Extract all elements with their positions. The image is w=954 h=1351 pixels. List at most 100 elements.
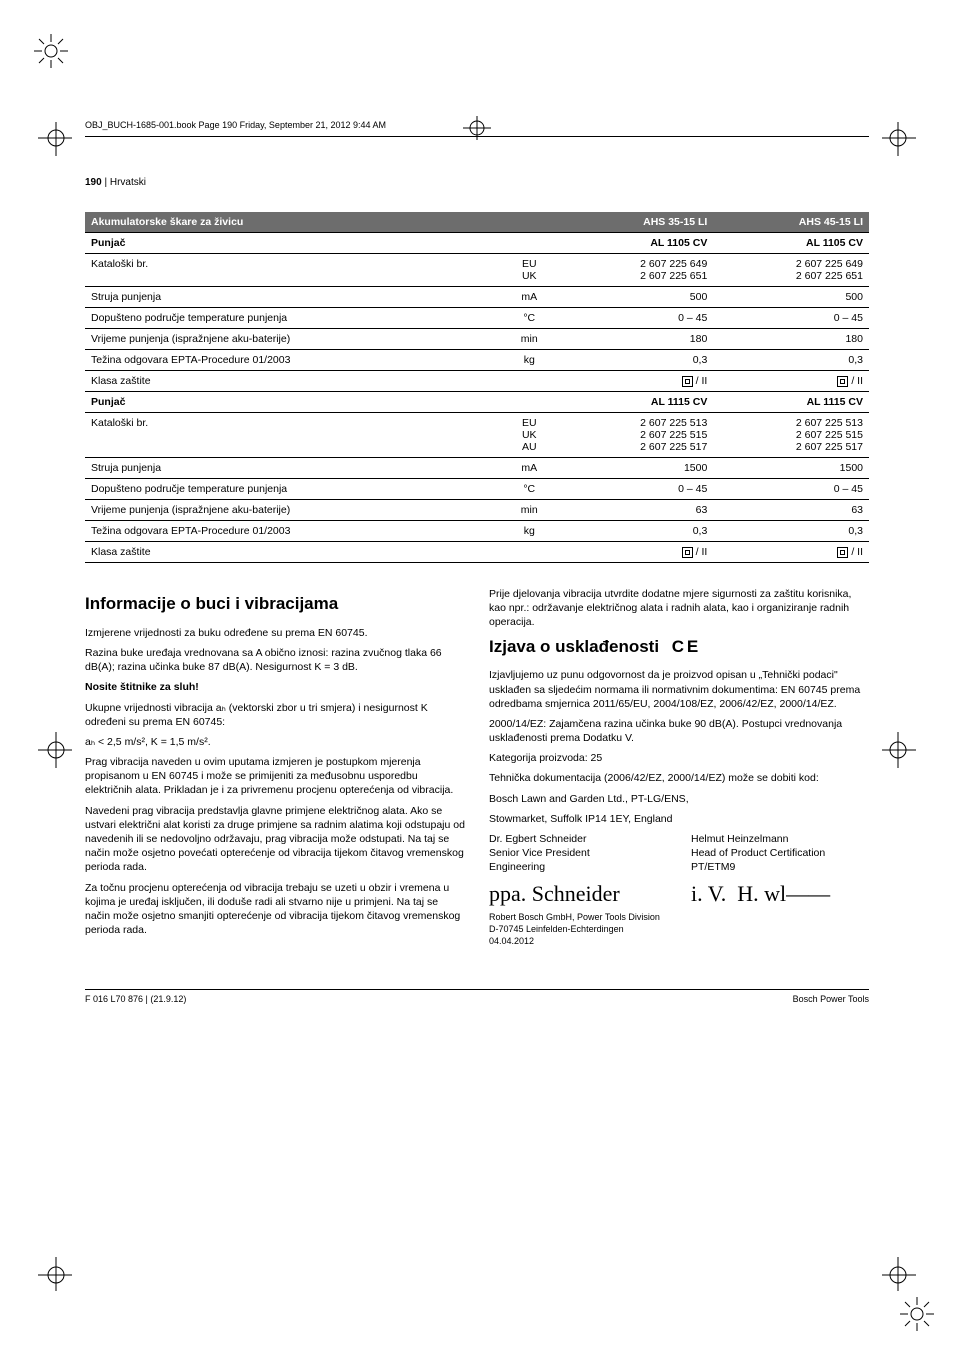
body-text: Navedeni prag vibracija predstavlja glav…	[85, 804, 465, 875]
spec-value-a: 2 607 225 6492 607 225 651	[558, 254, 714, 287]
spec-value-a: 180	[558, 329, 714, 350]
spec-value-b: 500	[713, 287, 869, 308]
body-text: Za točnu procjenu opterećenja od vibraci…	[85, 881, 465, 938]
spec-value-b: 1500	[713, 458, 869, 479]
noise-heading: Informacije o buci i vibracijama	[85, 593, 465, 616]
spec-unit: EUUK	[501, 254, 558, 287]
spec-value-a: 1500	[558, 458, 714, 479]
body-text: Kategorija proizvoda: 25	[489, 751, 869, 765]
crop-mark-icon	[882, 720, 942, 780]
spec-unit: °C	[501, 308, 558, 329]
signature-block: Helmut Heinzelmann Head of Product Certi…	[691, 832, 869, 905]
body-text: Nosite štitnike za sluh!	[85, 680, 465, 694]
spec-value-b: 2 607 225 6492 607 225 651	[713, 254, 869, 287]
spec-unit: °C	[501, 479, 558, 500]
spec-value-b: AL 1115 CV	[713, 392, 869, 413]
footer-right: Bosch Power Tools	[793, 994, 869, 1004]
spec-unit: mA	[501, 287, 558, 308]
body-text: Prije djelovanja vibracija utvrdite doda…	[489, 587, 869, 630]
table-title: Akumulatorske škare za živicu	[85, 212, 501, 233]
spec-unit: kg	[501, 521, 558, 542]
spec-value-b: 63	[713, 500, 869, 521]
conformity-heading: Izjava o usklađenosti C E	[489, 636, 869, 659]
spec-unit: mA	[501, 458, 558, 479]
footer-left: F 016 L70 876 | (21.9.12)	[85, 994, 186, 1004]
ce-mark-icon: C E	[672, 637, 697, 656]
address-text: Robert Bosch GmbH, Power Tools Division …	[489, 911, 869, 947]
crop-mark-icon	[12, 122, 72, 182]
spec-label: Klasa zaštite	[85, 542, 501, 563]
model-b: AHS 45-15 LI	[713, 212, 869, 233]
crop-mark-icon	[882, 122, 942, 182]
body-text: Ukupne vrijednosti vibracija aₕ (vektors…	[85, 701, 465, 729]
page-label: 190 | Hrvatski	[85, 177, 869, 188]
spec-unit: min	[501, 329, 558, 350]
spec-label: Dopušteno područje temperature punjenja	[85, 479, 501, 500]
spec-unit: min	[501, 500, 558, 521]
spec-label: Dopušteno područje temperature punjenja	[85, 308, 501, 329]
spec-unit	[501, 233, 558, 254]
body-text: Bosch Lawn and Garden Ltd., PT-LG/ENS,	[489, 792, 869, 806]
spec-value-b: AL 1105 CV	[713, 233, 869, 254]
spec-value-a: 0,3	[558, 350, 714, 371]
spec-unit	[501, 371, 558, 392]
spec-unit: EUUKAU	[501, 413, 558, 458]
model-a: AHS 35-15 LI	[558, 212, 714, 233]
spec-value-b: 0 – 45	[713, 308, 869, 329]
spec-unit	[501, 392, 558, 413]
body-text: Izjavljujemo uz punu odgovornost da je p…	[489, 668, 869, 711]
spec-table: Akumulatorske škare za živicu AHS 35-15 …	[85, 212, 869, 563]
body-text: Prag vibracija naveden u ovim uputama iz…	[85, 755, 465, 798]
spec-label: Težina odgovara EPTA-Procedure 01/2003	[85, 521, 501, 542]
spec-value-a: 0,3	[558, 521, 714, 542]
spec-unit	[501, 542, 558, 563]
signature-icon: ppa. Schneider	[489, 879, 667, 905]
left-column: Informacije o buci i vibracijama Izmjere…	[85, 587, 465, 953]
spec-value-a: 0 – 45	[558, 308, 714, 329]
spec-value-b: 0 – 45	[713, 479, 869, 500]
register-cross-icon	[459, 116, 495, 145]
page-footer: F 016 L70 876 | (21.9.12) Bosch Power To…	[85, 989, 869, 1004]
crop-mark-icon	[12, 1231, 72, 1291]
crop-mark-icon	[882, 1231, 942, 1291]
spec-value-a: AL 1105 CV	[558, 233, 714, 254]
register-mark-icon	[34, 34, 68, 68]
spec-value-a: 2 607 225 5132 607 225 5152 607 225 517	[558, 413, 714, 458]
class2-icon	[682, 376, 693, 387]
spec-label: Klasa zaštite	[85, 371, 501, 392]
spec-label: Vrijeme punjenja (ispražnjene aku-bateri…	[85, 329, 501, 350]
body-text: Izmjerene vrijednosti za buku određene s…	[85, 626, 465, 640]
spec-value-b: / II	[713, 542, 869, 563]
spec-label: Težina odgovara EPTA-Procedure 01/2003	[85, 350, 501, 371]
spec-value-a: AL 1115 CV	[558, 392, 714, 413]
signature-block: Dr. Egbert Schneider Senior Vice Preside…	[489, 832, 667, 905]
spec-value-a: 0 – 45	[558, 479, 714, 500]
body-text: Razina buke uređaja vrednovana sa A obič…	[85, 646, 465, 674]
spec-label: Punjač	[85, 392, 501, 413]
spec-unit: kg	[501, 350, 558, 371]
spec-value-a: / II	[558, 371, 714, 392]
register-mark-icon	[900, 1297, 934, 1331]
spec-label: Struja punjenja	[85, 287, 501, 308]
spec-label: Vrijeme punjenja (ispražnjene aku-bateri…	[85, 500, 501, 521]
spec-value-a: 500	[558, 287, 714, 308]
spec-label: Punjač	[85, 233, 501, 254]
class2-icon	[837, 547, 848, 558]
spec-value-a: / II	[558, 542, 714, 563]
body-text: Stowmarket, Suffolk IP14 1EY, England	[489, 812, 869, 826]
spec-label: Kataloški br.	[85, 413, 501, 458]
class2-icon	[682, 547, 693, 558]
spec-value-b: 2 607 225 5132 607 225 5152 607 225 517	[713, 413, 869, 458]
right-column: Prije djelovanja vibracija utvrdite doda…	[489, 587, 869, 953]
crop-mark-icon	[12, 720, 72, 780]
spec-value-b: 0,3	[713, 521, 869, 542]
spec-value-b: 180	[713, 329, 869, 350]
spec-label: Struja punjenja	[85, 458, 501, 479]
spec-value-b: 0,3	[713, 350, 869, 371]
body-text: 2000/14/EZ: Zajamčena razina učinka buke…	[489, 717, 869, 745]
spec-label: Kataloški br.	[85, 254, 501, 287]
spec-value-a: 63	[558, 500, 714, 521]
body-text: Tehnička dokumentacija (2006/42/EZ, 2000…	[489, 771, 869, 785]
class2-icon	[837, 376, 848, 387]
body-text: aₕ < 2,5 m/s², K = 1,5 m/s².	[85, 735, 465, 749]
